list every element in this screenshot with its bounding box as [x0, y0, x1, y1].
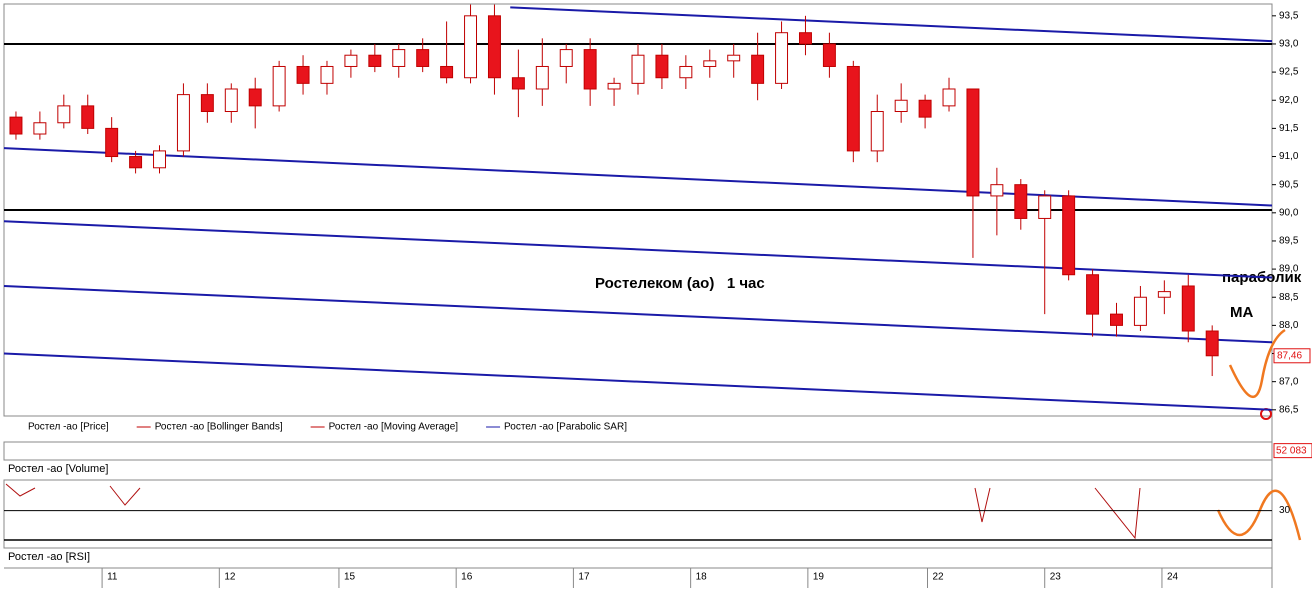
candle-body: [487, 15, 501, 79]
chart-title: Ростелеком (ао) 1 час: [595, 275, 765, 292]
candle-body: [440, 65, 454, 79]
candle-body: [272, 65, 286, 107]
y-tick-label: 92,0: [1279, 95, 1299, 106]
y-tick-label: 91,5: [1279, 123, 1299, 134]
candle-body: [224, 88, 238, 113]
y-tick-label: 93,5: [1279, 10, 1299, 21]
candle-body: [942, 88, 956, 107]
volume-tag: [1273, 443, 1312, 459]
candle-body: [1062, 195, 1076, 276]
last-price-tag: [1273, 348, 1311, 364]
y-tick-label: 92,5: [1279, 67, 1299, 78]
trend-line: [3, 284, 1273, 344]
candle-body: [703, 60, 717, 67]
candle-body: [296, 65, 310, 84]
candle-body: [727, 54, 741, 62]
candle-body: [344, 54, 358, 67]
candle-body: [846, 65, 860, 152]
candle-body: [1014, 184, 1028, 219]
candle-body: [775, 32, 789, 84]
candle-body: [9, 116, 23, 135]
y-tick-label: 93,0: [1279, 39, 1299, 50]
candle-body: [368, 54, 382, 67]
candle-body: [129, 156, 143, 169]
candle-body: [559, 49, 573, 67]
y-tick-label: 90,5: [1279, 179, 1299, 190]
hand-drawn-forecast: [1216, 328, 1302, 541]
y-tick-label: 88,0: [1279, 320, 1299, 331]
candle-body: [1157, 291, 1171, 298]
candle-body: [990, 184, 1004, 197]
trend-line: [510, 6, 1273, 43]
legend-label: Ростел -ао [Price]: [28, 422, 109, 433]
volume-panel: [3, 441, 1273, 461]
volume-label: 52 083: [1276, 445, 1307, 456]
candle-body: [1038, 195, 1052, 219]
candle-body: [248, 88, 262, 107]
candle-body: [392, 49, 406, 67]
legend-label: Ростел -ао [Bollinger Bands]: [155, 422, 283, 433]
candle-body: [918, 99, 932, 118]
annotation: МА: [1230, 304, 1253, 321]
panel-title: Ростел -ао [RSI]: [8, 551, 90, 563]
candle-body: [1205, 330, 1219, 357]
x-tick-label: 17: [578, 572, 590, 583]
candle-body: [751, 54, 765, 84]
candle-body: [894, 99, 908, 113]
x-tick-label: 24: [1167, 572, 1179, 583]
candle-body: [153, 150, 166, 169]
legend-label: Ростел -ао [Moving Average]: [329, 422, 459, 433]
y-tick-label: 89,0: [1279, 264, 1299, 275]
candle-body: [1086, 274, 1100, 315]
candle-body: [870, 111, 884, 152]
y-tick-label: 88,5: [1279, 292, 1299, 303]
candle-body: [798, 32, 812, 45]
y-tick-label: 90,0: [1279, 207, 1299, 218]
candle-body: [655, 54, 669, 79]
rsi-panel: [3, 479, 1273, 549]
candle-body: [583, 49, 597, 90]
x-tick-label: 18: [696, 572, 708, 583]
candle-body: [464, 15, 478, 79]
candle-body: [607, 82, 621, 90]
candle-body: [416, 49, 430, 67]
candle-body: [535, 65, 549, 90]
candle-body: [33, 122, 47, 135]
candle-body: [679, 65, 693, 79]
y-tick-label: 91,0: [1279, 151, 1299, 162]
panel-title: Ростел -ао [Volume]: [8, 463, 108, 475]
candle-body: [1181, 285, 1195, 332]
x-tick-label: 19: [813, 572, 825, 583]
candle-body: [81, 105, 95, 129]
x-tick-label: 11: [107, 572, 118, 583]
x-tick-label: 23: [1050, 572, 1062, 583]
trend-line: [3, 220, 1273, 279]
candle-body: [966, 88, 980, 197]
candle-body: [822, 43, 836, 67]
last-price-label: 87,46: [1277, 350, 1302, 361]
rsi-tick-label: 30: [1279, 505, 1291, 516]
trend-line: [3, 352, 1273, 411]
candle-body: [200, 94, 214, 113]
y-tick-label: 87,0: [1279, 376, 1299, 387]
legend-label: Ростел -ао [Parabolic SAR]: [504, 422, 627, 433]
candle-body: [320, 65, 334, 84]
rsi-line: [5, 483, 1141, 540]
candle-body: [105, 127, 119, 158]
candle-body: [57, 105, 71, 124]
y-tick-label: 89,5: [1279, 236, 1299, 247]
x-tick-label: 12: [224, 572, 236, 583]
candle-body: [511, 77, 525, 90]
candle-body: [631, 54, 645, 84]
candle-body: [1133, 296, 1147, 326]
candle-body: [176, 94, 190, 152]
candle-body: [1110, 313, 1123, 326]
x-tick-label: 15: [344, 572, 356, 583]
x-tick-label: 22: [932, 572, 944, 583]
trend-line: [3, 147, 1273, 207]
y-tick-label: 86,5: [1279, 404, 1299, 415]
x-tick-label: 16: [461, 572, 473, 583]
